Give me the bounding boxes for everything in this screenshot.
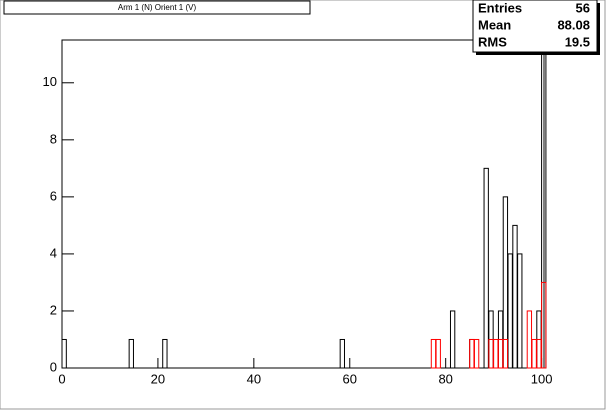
y-tick-label: 8 <box>50 131 57 146</box>
title-box <box>3 0 311 15</box>
stat-value: 56 <box>576 0 590 15</box>
bar <box>61 338 67 369</box>
bar <box>483 167 489 369</box>
y-tick-label: 10 <box>43 74 57 89</box>
stat-label: RMS <box>478 34 507 49</box>
y-tick-label: 0 <box>50 359 57 374</box>
stat-value: 19.5 <box>565 34 590 49</box>
y-tick-label: 6 <box>50 188 57 203</box>
bar <box>541 281 547 369</box>
stat-value: 88.08 <box>557 17 590 32</box>
stats-box <box>472 0 598 53</box>
y-tick-label: 2 <box>50 302 57 317</box>
x-tick-label: 40 <box>247 371 261 386</box>
x-tick-label: 60 <box>343 371 357 386</box>
bar <box>449 310 456 369</box>
chart-title: Arm 1 (N) Orient 1 (V) <box>118 3 197 12</box>
bar <box>502 338 509 369</box>
bar <box>435 338 441 369</box>
bar <box>339 338 345 369</box>
y-tick-label: 4 <box>50 245 57 260</box>
bar <box>128 338 134 369</box>
stat-label: Entries <box>478 0 522 15</box>
x-tick-label: 20 <box>151 371 165 386</box>
x-tick-label: 80 <box>438 371 452 386</box>
frame <box>61 39 545 369</box>
bar <box>473 338 480 369</box>
x-tick-label: 0 <box>58 371 65 386</box>
bar <box>517 253 523 369</box>
bar <box>162 338 168 369</box>
stat-label: Mean <box>478 17 511 32</box>
x-tick-label: 100 <box>531 371 553 386</box>
